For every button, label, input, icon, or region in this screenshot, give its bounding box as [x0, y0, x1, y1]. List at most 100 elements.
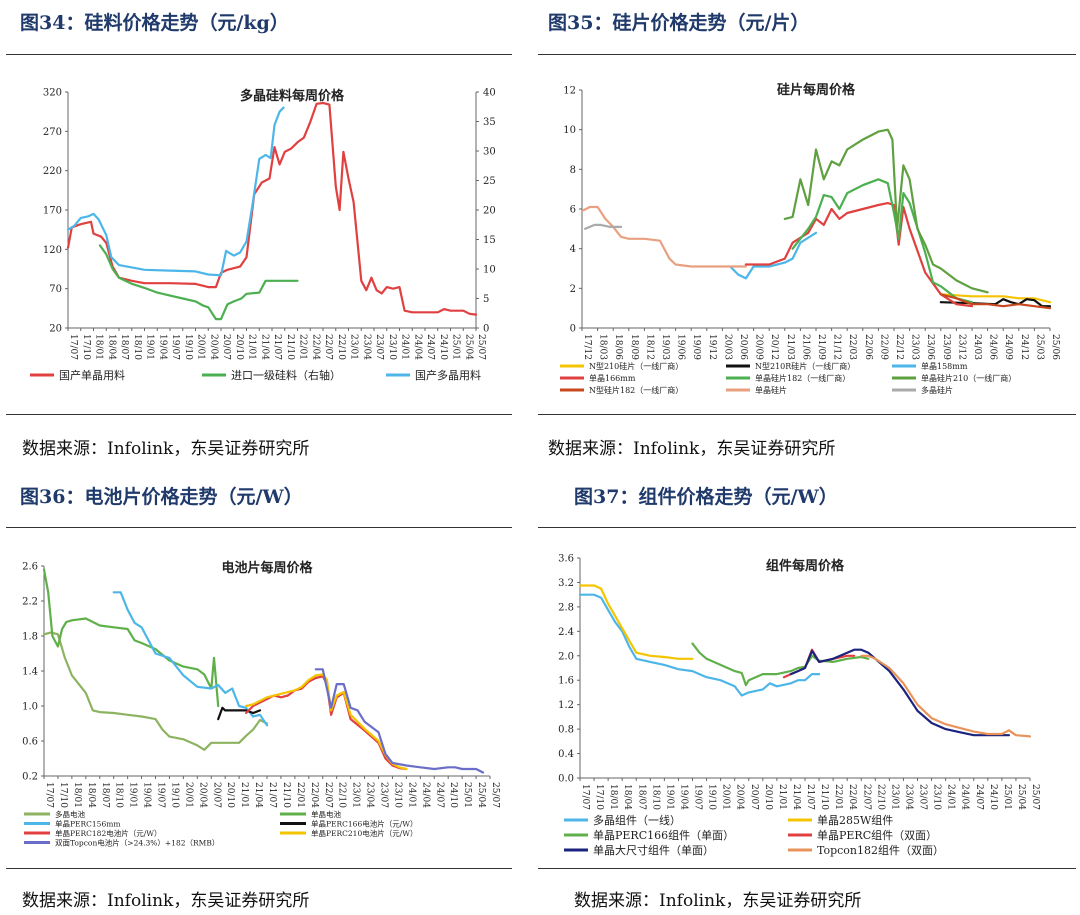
y-tick-label: 1.4	[22, 667, 38, 678]
x-tick-label: 19/06	[676, 334, 686, 360]
x-tick-label: 18/09	[629, 334, 639, 360]
x-tick-label: 19/07	[693, 784, 703, 810]
x-tick-label: 19/10	[169, 782, 179, 808]
x-tick-label: 19/04	[142, 782, 152, 808]
y-tick-label: 320	[43, 88, 62, 99]
x-tick-label: 24/07	[974, 784, 984, 810]
x-tick-label: 22/03	[847, 334, 857, 360]
y2-tick-label: 20	[483, 206, 496, 217]
x-tick-label: 21/10	[819, 784, 829, 810]
x-tick-label: 17/07	[44, 782, 54, 808]
x-tick-label: 20/09	[754, 334, 764, 360]
x-tick-label: 23/07	[379, 782, 389, 808]
y-tick-label: 8	[570, 165, 576, 176]
y-tick-label: 2.2	[22, 597, 38, 608]
y-tick-label: 6	[570, 205, 576, 216]
figure-35-source: 数据来源：Infolink，东吴证券研究所	[548, 439, 836, 459]
x-tick-label: 18/10	[132, 334, 142, 360]
y-tick-label: 10	[563, 125, 576, 136]
x-tick-label: 18/03	[598, 334, 608, 360]
series-line-0	[939, 293, 1052, 304]
x-tick-label: 24/01	[406, 782, 416, 808]
module-price-chart: 0.0 0.4 0.8 1.2 1.6 2.0 2.4 2.8 3.2 3.6 17/07 17/10…	[558, 554, 1040, 858]
x-tick-label: 18/04	[622, 784, 632, 810]
series-line-8	[584, 223, 623, 230]
x-tick-label: 20/01	[183, 782, 193, 808]
x-tick-label: 22/01	[298, 334, 308, 360]
x-tick-label: 20/04	[197, 782, 207, 808]
x-tick-label: 20/10	[225, 782, 235, 808]
figure-37-source: 数据来源：Infolink，东吴证券研究所	[574, 891, 862, 911]
x-tick-label: 19/01	[664, 784, 674, 810]
title-rule	[6, 527, 512, 528]
source-rule	[6, 868, 512, 869]
x-tick-label: 25/07	[490, 782, 500, 808]
source-rule	[538, 868, 1076, 869]
title-rule	[538, 527, 1076, 528]
x-tick-label: 24/09	[1003, 334, 1013, 360]
x-tick-label: 23/04	[361, 334, 371, 360]
y2-tick-label: 0	[483, 324, 489, 335]
legend-label: 单晶电池	[311, 809, 341, 819]
y-tick-label: 0.0	[558, 774, 574, 785]
x-tick-label: 24/04	[412, 334, 422, 360]
x-tick-label: 21/07	[272, 334, 282, 360]
x-tick-label: 24/04	[960, 784, 970, 810]
x-tick-label: 19/04	[678, 784, 688, 810]
x-tick-label: 25/04	[476, 782, 486, 808]
y2-tick-label: 10	[483, 265, 496, 276]
y-tick-label: 70	[49, 284, 62, 295]
legend-label: 单晶PERC166电池片（元/W）	[311, 818, 417, 828]
x-tick-label: 21/04	[253, 782, 263, 808]
x-tick-label: 25/07	[476, 334, 486, 360]
y2-tick-label: 30	[483, 147, 496, 158]
x-tick-label: 22/09	[878, 334, 888, 360]
x-tick-label: 19/03	[660, 334, 670, 360]
legend-label: 多晶电池	[55, 809, 85, 819]
series-line-6	[939, 293, 1052, 310]
x-tick-label: 22/10	[336, 334, 346, 360]
x-tick-label: 22/07	[323, 334, 333, 360]
legend-label: 单晶285W组件	[817, 813, 893, 827]
x-tick-label: 19/10	[707, 784, 717, 810]
legend-label: N型210R硅片（一线厂商）	[755, 361, 855, 371]
y-tick-label: 120	[43, 245, 62, 256]
x-tick-label: 23/09	[941, 334, 951, 360]
x-tick-label: 19/12	[707, 334, 717, 360]
x-tick-label: 19/10	[183, 334, 193, 360]
x-tick-label: 19/07	[170, 334, 180, 360]
x-tick-label: 20/12	[769, 334, 779, 360]
x-tick-label: 24/07	[434, 782, 444, 808]
x-tick-label: 20/07	[221, 334, 231, 360]
series-line-1	[98, 244, 299, 321]
x-tick-label: 22/07	[323, 782, 333, 808]
x-tick-label: 20/10	[234, 334, 244, 360]
series-line-3	[744, 202, 974, 308]
x-tick-label: 17/10	[594, 784, 604, 810]
series-line-2	[691, 642, 870, 687]
y-tick-label: 3.6	[558, 554, 574, 565]
x-tick-label: 23/06	[925, 334, 935, 360]
legend-label: 单晶硅片210（一线厂商）	[921, 373, 1016, 383]
x-tick-label: 18/12	[644, 334, 654, 360]
x-tick-label: 18/01	[608, 784, 618, 810]
x-tick-label: 22/06	[863, 334, 873, 360]
x-tick-label: 20/03	[722, 334, 732, 360]
legend-label: 国产多晶用料	[415, 368, 481, 382]
x-tick-label: 24/10	[988, 784, 998, 810]
series-line-1	[578, 584, 694, 660]
legend-label: 单晶PERC166组件（单面）	[593, 828, 734, 842]
x-tick-label: 21/09	[816, 334, 826, 360]
y-tick-label: 1.6	[558, 676, 574, 687]
x-tick-label: 17/10	[58, 782, 68, 808]
title-rule	[6, 54, 512, 55]
source-rule	[538, 414, 1076, 415]
x-tick-label: 25/01	[462, 782, 472, 808]
x-tick-label: 22/07	[861, 784, 871, 810]
x-tick-label: 21/01	[247, 334, 257, 360]
series-line-0	[578, 593, 821, 697]
x-tick-label: 23/01	[351, 782, 361, 808]
x-tick-label: 23/07	[374, 334, 384, 360]
chart-title: 电池片每周价格	[221, 560, 313, 576]
title-rule	[538, 54, 1076, 55]
